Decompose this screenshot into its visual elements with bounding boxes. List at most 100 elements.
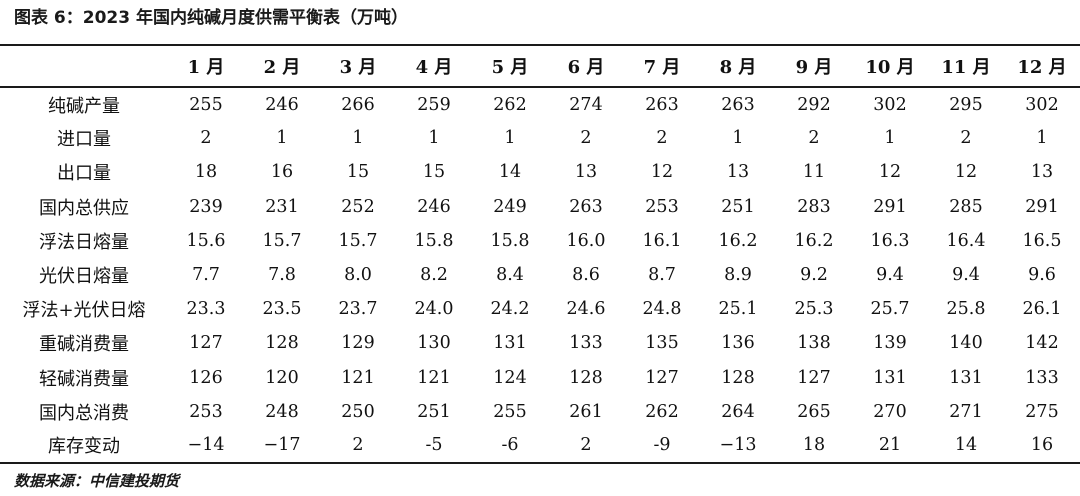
table-cell: 263 xyxy=(569,196,603,217)
table-cell: 18 xyxy=(776,428,852,465)
table-cell: 15 xyxy=(346,162,370,183)
table-cell: 259 xyxy=(417,94,451,115)
table-cell: 255 xyxy=(189,94,223,115)
table-cell: 139 xyxy=(873,333,907,354)
table-cell: 18 xyxy=(194,162,218,183)
table-cell: 1 xyxy=(504,128,516,149)
table-cell: 8.2 xyxy=(420,265,448,286)
table-cell: 9.2 xyxy=(800,265,828,286)
table-cell: 14 xyxy=(928,428,1004,465)
table-cell: 1 xyxy=(352,128,364,149)
table-cell: 295 xyxy=(949,94,983,115)
table-row: 国内总消费 253 248 250 251 255 261 262 264 265 270 271 27… xyxy=(0,395,1080,429)
table-cell: 24.2 xyxy=(490,299,530,320)
table-cell: 127 xyxy=(797,367,831,388)
table-cell: 261 xyxy=(569,401,603,422)
table-cell: 1 xyxy=(276,128,288,149)
month-header: 2 月 xyxy=(244,44,320,88)
table-cell: 21 xyxy=(852,428,928,465)
table-row: 进口量 2 1 1 1 1 2 2 1 2 1 2 1 xyxy=(0,121,1080,155)
table-cell: 1 xyxy=(1036,128,1048,149)
table-cell: 253 xyxy=(189,401,223,422)
table-cell: 274 xyxy=(569,94,603,115)
table-row: 浮法+光伏日熔 23.3 23.5 23.7 24.0 24.2 24.6 24.8 25.1 2… xyxy=(0,292,1080,326)
table-cell: 255 xyxy=(493,401,527,422)
table-cell: 13 xyxy=(726,162,750,183)
table-cell: 127 xyxy=(645,367,679,388)
table-cell: 13 xyxy=(574,162,598,183)
table-cell: 16 xyxy=(1004,428,1080,465)
table-cell: 2 xyxy=(580,128,592,149)
table-cell: 16.4 xyxy=(946,230,986,251)
table-cell: 121 xyxy=(417,367,451,388)
table-cell: −14 xyxy=(168,428,244,465)
table-cell: 302 xyxy=(1025,94,1059,115)
table-cell: 263 xyxy=(721,94,755,115)
table-cell: 12 xyxy=(878,162,902,183)
row-label: 国内总供应 xyxy=(39,197,129,219)
table-cell: 2 xyxy=(960,128,972,149)
table-body: 纯碱产量 255 246 266 259 262 274 263 263 292 302 295 302… xyxy=(0,87,1080,465)
row-label: 出口量 xyxy=(57,163,111,185)
table-cell: 128 xyxy=(569,367,603,388)
table-cell: 120 xyxy=(265,367,299,388)
month-header: 1 月 xyxy=(168,44,244,88)
header-label-cell xyxy=(0,44,168,88)
table-cell: 15 xyxy=(422,162,446,183)
table-cell: 23.7 xyxy=(338,299,378,320)
table-row: 纯碱产量 255 246 266 259 262 274 263 263 292 302 295 302 xyxy=(0,87,1080,121)
table-cell: 283 xyxy=(797,196,831,217)
table-cell: 15.8 xyxy=(490,230,530,251)
table-cell: 142 xyxy=(1025,333,1059,354)
table-cell: 16.1 xyxy=(642,230,682,251)
table-cell: 2 xyxy=(548,428,624,465)
table-cell: 7.7 xyxy=(192,265,220,286)
table-cell: 25.1 xyxy=(718,299,758,320)
table-cell: 14 xyxy=(498,162,522,183)
balance-table: 1 月 2 月 3 月 4 月 5 月 6 月 7 月 8 月 9 月 10 月… xyxy=(0,44,1080,465)
table-cell: 16.3 xyxy=(870,230,910,251)
row-label: 进口量 xyxy=(57,129,111,151)
month-header: 8 月 xyxy=(700,44,776,88)
table-cell: 251 xyxy=(721,196,755,217)
table-row: 出口量 18 16 15 15 14 13 12 13 11 12 12 13 xyxy=(0,155,1080,189)
month-header: 6 月 xyxy=(548,44,624,88)
table-row: 国内总供应 239 231 252 246 249 263 253 251 283 291 285 29… xyxy=(0,190,1080,224)
table-cell: 140 xyxy=(949,333,983,354)
table-cell: 25.3 xyxy=(794,299,834,320)
table-cell: 131 xyxy=(873,367,907,388)
month-header: 10 月 xyxy=(852,44,928,88)
row-label: 重碱消费量 xyxy=(39,334,129,356)
table-cell: 23.3 xyxy=(186,299,226,320)
table-cell: 265 xyxy=(797,401,831,422)
table-cell: 1 xyxy=(884,128,896,149)
balance-table-container: 1 月 2 月 3 月 4 月 5 月 6 月 7 月 8 月 9 月 10 月… xyxy=(0,44,1080,465)
table-cell: 11 xyxy=(802,162,826,183)
table-cell: 13 xyxy=(1030,162,1054,183)
table-cell: 2 xyxy=(200,128,212,149)
table-cell: 138 xyxy=(797,333,831,354)
table-cell: 131 xyxy=(949,367,983,388)
table-cell: 250 xyxy=(341,401,375,422)
table-row: 浮法日熔量 15.6 15.7 15.7 15.8 15.8 16.0 16.1 16.2 16.… xyxy=(0,224,1080,258)
table-cell: 9.4 xyxy=(876,265,904,286)
table-cell: 12 xyxy=(954,162,978,183)
table-cell: 25.7 xyxy=(870,299,910,320)
table-cell: 263 xyxy=(645,94,679,115)
table-cell: 124 xyxy=(493,367,527,388)
table-cell: 291 xyxy=(1025,196,1059,217)
table-cell: 252 xyxy=(341,196,375,217)
month-header: 4 月 xyxy=(396,44,472,88)
table-cell: 302 xyxy=(873,94,907,115)
table-cell: 24.6 xyxy=(566,299,606,320)
table-row: 轻碱消费量 126 120 121 121 124 128 127 128 127 131 131 13… xyxy=(0,361,1080,395)
month-header: 9 月 xyxy=(776,44,852,88)
table-cell: 24.8 xyxy=(642,299,682,320)
table-cell: −17 xyxy=(244,428,320,465)
table-cell: 129 xyxy=(341,333,375,354)
table-cell: 248 xyxy=(265,401,299,422)
table-cell: 275 xyxy=(1025,401,1059,422)
table-cell: 253 xyxy=(645,196,679,217)
row-label: 国内总消费 xyxy=(39,402,129,424)
table-cell: 12 xyxy=(650,162,674,183)
